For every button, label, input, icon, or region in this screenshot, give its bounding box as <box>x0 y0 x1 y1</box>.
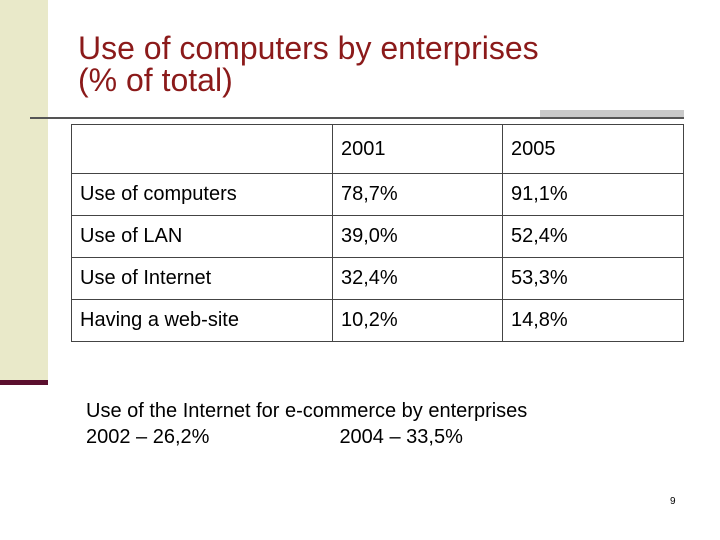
table-row-label: Use of computers <box>71 173 333 216</box>
table-cell: 52,4% <box>502 215 684 258</box>
table-header-row: 2001 2005 <box>71 124 684 174</box>
ecommerce-note-line1: Use of the Internet for e-commerce by en… <box>86 400 528 422</box>
slide-title-line2: (% of total) <box>78 62 233 98</box>
table-header-cell: 2001 <box>332 124 503 174</box>
table-cell: 14,8% <box>502 299 684 342</box>
table-row: Use of LAN 39,0% 52,4% <box>71 215 684 258</box>
table-cell: 39,0% <box>332 215 503 258</box>
table-cell: 32,4% <box>332 257 503 300</box>
sidebar-decoration <box>0 0 48 382</box>
slide-title: Use of computers by enterprises (% of to… <box>78 32 539 96</box>
title-rule-accent <box>540 110 684 118</box>
page-number: 9 <box>670 496 676 507</box>
title-divider <box>30 117 684 119</box>
table-row: Use of computers 78,7% 91,1% <box>71 173 684 216</box>
table-cell: 10,2% <box>332 299 503 342</box>
table-header-cell: 2005 <box>502 124 684 174</box>
table-cell: 78,7% <box>332 173 503 216</box>
ecommerce-note-line2: 2002 – 26,2% 2004 – 33,5% <box>86 424 527 450</box>
table-row-label: Use of Internet <box>71 257 333 300</box>
slide-title-line1: Use of computers by enterprises <box>78 30 539 66</box>
table-header-cell <box>71 124 333 174</box>
table-row-label: Having a web-site <box>71 299 333 342</box>
table-cell: 91,1% <box>502 173 684 216</box>
ecommerce-2004: 2004 – 33,5% <box>339 426 463 448</box>
data-table: 2001 2005 Use of computers 78,7% 91,1% U… <box>71 124 684 342</box>
sidebar-accent-line <box>0 380 48 385</box>
table-row: Having a web-site 10,2% 14,8% <box>71 299 684 342</box>
table-row: Use of Internet 32,4% 53,3% <box>71 257 684 300</box>
table-cell: 53,3% <box>502 257 684 300</box>
ecommerce-2002: 2002 – 26,2% <box>86 426 210 448</box>
table-row-label: Use of LAN <box>71 215 333 258</box>
ecommerce-note: Use of the Internet for e-commerce by en… <box>86 398 527 450</box>
